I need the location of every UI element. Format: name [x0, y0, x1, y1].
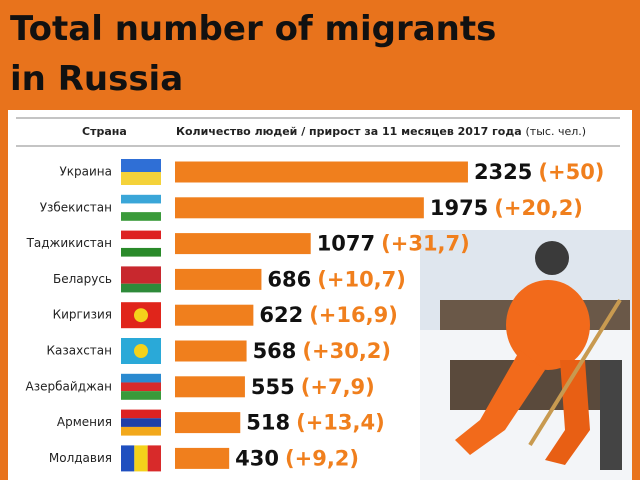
- bar: [175, 161, 468, 183]
- flag-stripe: [121, 445, 135, 472]
- category-label: Азербайджан: [26, 379, 112, 393]
- value-label: 568 (+30,2): [253, 339, 391, 363]
- growth-label: (+9,2): [285, 446, 359, 470]
- growth-label: (+7,9): [301, 375, 375, 399]
- category-label: Молдавия: [49, 451, 112, 465]
- flag-stripe: [121, 382, 161, 392]
- value: 1975: [430, 196, 488, 220]
- flag: [121, 445, 161, 472]
- bar: [175, 304, 254, 326]
- category-label: Армения: [57, 415, 112, 429]
- column-header-part: Количество людей / прирост за 11 месяцев…: [176, 125, 522, 138]
- flag-stripe: [121, 172, 161, 185]
- flag-stripe: [121, 409, 161, 419]
- bar: [175, 233, 311, 255]
- column-header: Количество людей / прирост за 11 месяцев…: [176, 125, 586, 138]
- flag-stripe: [121, 247, 161, 257]
- value-label: 1975 (+20,2): [430, 196, 583, 220]
- flag-stripe: [121, 212, 161, 221]
- growth-label: (+50): [538, 160, 604, 184]
- value: 622: [259, 303, 303, 327]
- value: 518: [246, 411, 290, 435]
- flag: [121, 302, 161, 329]
- flag-stripe: [134, 445, 148, 472]
- flag-stripe: [121, 391, 161, 400]
- bar: [175, 447, 230, 469]
- value-label: 555 (+7,9): [251, 375, 375, 399]
- category-label: Украина: [59, 165, 112, 179]
- flag-emblem: [134, 344, 148, 358]
- flag-stripe: [121, 194, 161, 204]
- growth-label: (+10,7): [317, 267, 406, 291]
- flag-stripe: [121, 418, 161, 427]
- growth-label: (+16,9): [309, 303, 398, 327]
- value: 430: [235, 446, 279, 470]
- growth-label: (+31,7): [381, 232, 470, 256]
- flag-emblem: [134, 308, 148, 323]
- value-label: 686 (+10,7): [267, 267, 405, 291]
- flag-stripe: [121, 426, 161, 436]
- bar: [175, 197, 424, 219]
- column-header-part: (тыс. чел.): [526, 125, 587, 138]
- value-label: 430 (+9,2): [235, 446, 359, 470]
- value-label: 2325 (+50): [474, 160, 604, 184]
- value: 2325: [474, 160, 532, 184]
- bar: [175, 376, 245, 398]
- value: 686: [267, 267, 311, 291]
- flag-stripe: [121, 239, 161, 248]
- flag-stripe: [147, 445, 161, 472]
- flag-stripe: [121, 283, 161, 293]
- flag: [121, 373, 161, 400]
- value-label: 518 (+13,4): [246, 411, 384, 435]
- value-label: 1077 (+31,7): [317, 232, 470, 256]
- title-line: in Russia: [10, 59, 183, 99]
- value: 568: [253, 339, 297, 363]
- chart-title: Total number of migrants in Russia: [10, 9, 508, 99]
- category-label: Киргизия: [53, 308, 112, 322]
- growth-label: (+13,4): [296, 411, 385, 435]
- category-label: Казахстан: [47, 344, 113, 358]
- column-header: Страна: [82, 125, 127, 138]
- bar: [175, 340, 247, 362]
- category-label: Таджикистан: [26, 236, 112, 250]
- category-label: Узбекистан: [40, 200, 112, 214]
- flag: [121, 159, 161, 185]
- flag-stripe: [121, 266, 161, 284]
- category-label: Беларусь: [53, 272, 112, 286]
- flag-stripe: [121, 230, 161, 240]
- flag: [121, 194, 161, 221]
- flag-stripe: [121, 203, 161, 213]
- flag-stripe: [121, 373, 161, 383]
- photo: [420, 230, 632, 480]
- flag: [121, 230, 161, 257]
- value: 1077: [317, 232, 375, 256]
- flag: [121, 266, 161, 293]
- growth-label: (+20,2): [494, 196, 583, 220]
- flag: [121, 338, 161, 364]
- bar: [175, 412, 241, 434]
- bar: [175, 268, 262, 290]
- title-line: Total number of migrants: [10, 9, 496, 49]
- flag: [121, 409, 161, 436]
- value: 555: [251, 375, 295, 399]
- value-label: 622 (+16,9): [259, 303, 397, 327]
- growth-label: (+30,2): [302, 339, 391, 363]
- flag-stripe: [121, 159, 161, 172]
